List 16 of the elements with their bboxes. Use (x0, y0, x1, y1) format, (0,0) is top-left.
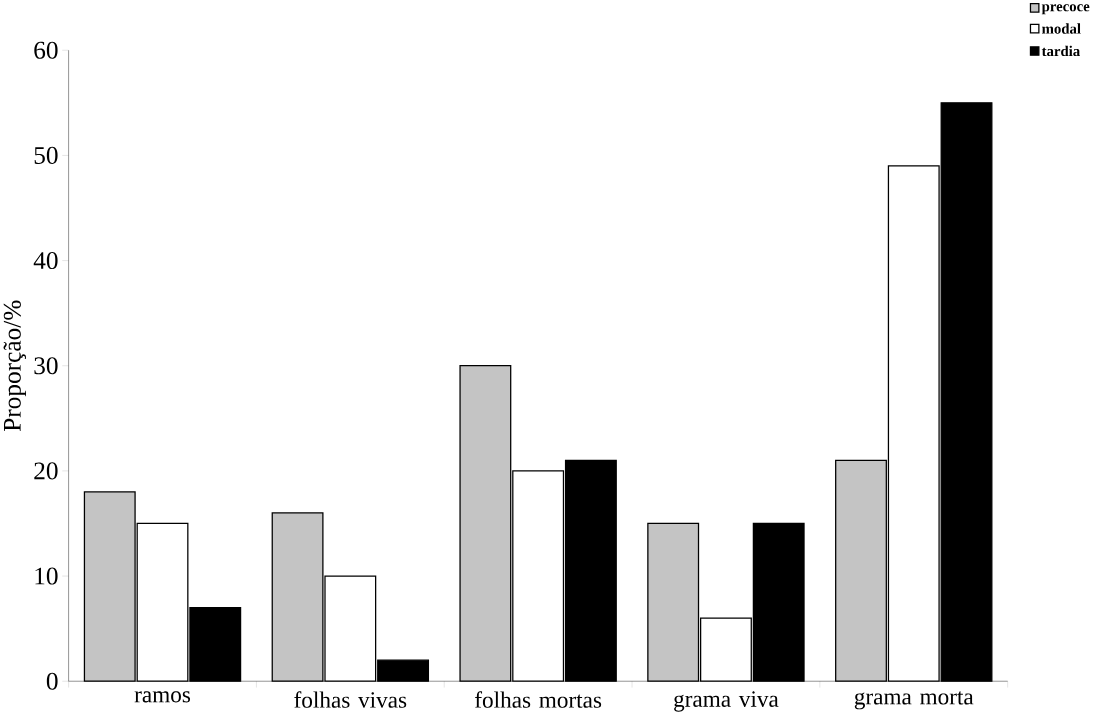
y-tick-label: 30 (34, 357, 58, 375)
x-tick-label: folhas vivas (294, 691, 407, 708)
y-tick-label: 20 (34, 462, 58, 480)
x-tick-label: grama viva (674, 691, 779, 712)
y-tick-label: 10 (35, 567, 58, 585)
legend-label: tardia (1041, 45, 1080, 57)
legend-label: modal (1042, 23, 1081, 34)
x-tick-label: ramos (134, 691, 191, 703)
x-tick-label: grama morta (854, 691, 974, 710)
legend-label: precoce (1041, 4, 1090, 15)
y-tick-label: 60 (34, 41, 58, 59)
x-tick-label: folhas mortas (475, 691, 602, 708)
y-tick-label: 0 (46, 672, 58, 690)
y-tick-label: 40 (33, 251, 58, 270)
y-axis-title: Proporção/% (3, 300, 26, 432)
y-tick-label: 50 (34, 146, 58, 164)
